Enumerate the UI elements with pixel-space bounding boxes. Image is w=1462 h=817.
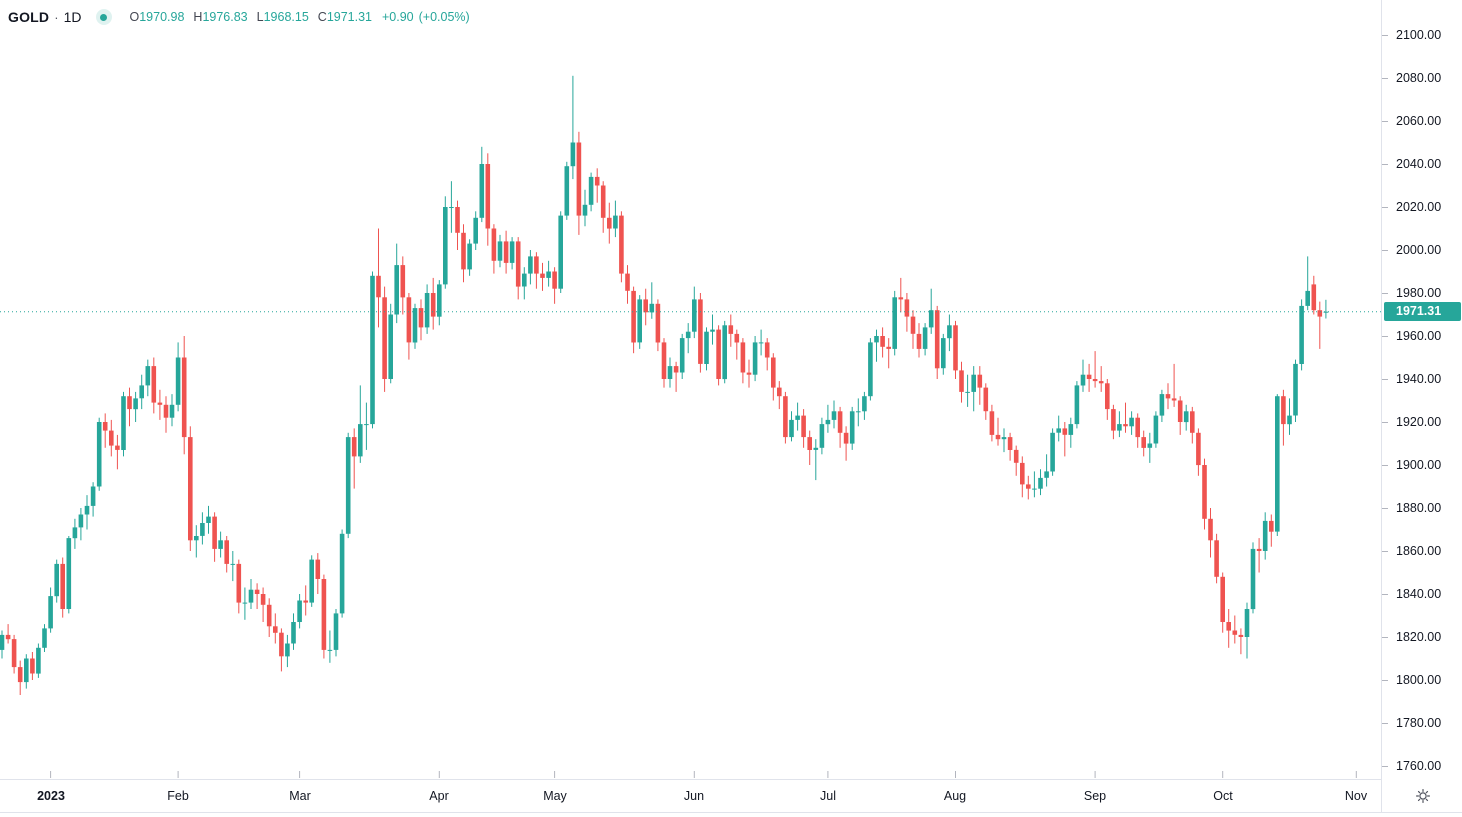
time-axis-label: Jun	[683, 789, 705, 803]
price-tick-label: 1820.00	[1396, 630, 1442, 644]
price-axis[interactable]: 1971.31 2100.00 2080.00 2060.00 2040.00 2020…	[1381, 0, 1462, 779]
price-tick-mark	[1382, 293, 1388, 294]
time-axis-label: Jul	[820, 789, 836, 803]
open-value: 1970.98	[139, 10, 185, 24]
price-tick-mark	[1382, 78, 1388, 79]
price-tick-mark	[1382, 465, 1388, 466]
axis-settings-corner	[1381, 779, 1462, 812]
price-tick-label: 1860.00	[1396, 544, 1442, 558]
change-absolute: +0.90	[382, 10, 414, 24]
time-axis[interactable]: 2023 Feb Mar Apr May Jun Jul Aug Sep Oct Nov	[0, 779, 1462, 813]
price-tick-mark	[1382, 121, 1388, 122]
price-tick-mark	[1382, 207, 1388, 208]
price-tick-mark	[1382, 164, 1388, 165]
price-tick-mark	[1382, 594, 1388, 595]
price-tick-mark	[1382, 336, 1388, 337]
market-status-dot	[95, 9, 112, 25]
price-tick-label: 1780.00	[1396, 716, 1442, 730]
price-tick-mark	[1382, 637, 1388, 638]
gear-icon	[1415, 788, 1430, 803]
price-tick-mark	[1382, 680, 1388, 681]
time-axis-label: Oct	[1213, 789, 1233, 803]
price-tick-label: 2100.00	[1396, 28, 1442, 42]
price-tick-label: 1920.00	[1396, 415, 1442, 429]
time-axis-label: Mar	[289, 789, 311, 803]
market-status-dot-core	[100, 13, 107, 21]
ohlc-values: O 1970.98 H 1976.83 L 1968.15 C 1971.31	[130, 10, 373, 24]
price-tick-label: 2040.00	[1396, 157, 1442, 171]
time-axis-label: Aug	[943, 789, 967, 803]
price-tick-label: 1760.00	[1396, 759, 1442, 773]
candlestick-chart-canvas[interactable]	[0, 0, 1381, 779]
price-tick-mark	[1382, 422, 1388, 423]
time-axis-label: Feb	[167, 789, 189, 803]
symbol-legend: GOLD · 1D O 1970.98 H 1976.83 L 1968.15 C 19…	[8, 8, 470, 26]
time-axis-label: 2023	[37, 789, 65, 803]
price-change: +0.90 (+0.05%)	[382, 10, 470, 24]
price-tick-label: 1940.00	[1396, 372, 1442, 386]
low-value: 1968.15	[263, 10, 309, 24]
low-label: L	[256, 10, 264, 24]
legend-separator: ·	[54, 9, 59, 25]
change-percent: (+0.05%)	[418, 10, 470, 24]
price-tick-mark	[1382, 508, 1388, 509]
price-tick-label: 1880.00	[1396, 501, 1442, 515]
symbol-name[interactable]: GOLD	[8, 9, 50, 25]
high-label: H	[193, 10, 203, 24]
price-tick-label: 2060.00	[1396, 114, 1442, 128]
high-value: 1976.83	[202, 10, 248, 24]
close-value: 1971.31	[326, 10, 372, 24]
timeframe-label: 1D	[63, 9, 82, 25]
price-tick-label: 2080.00	[1396, 71, 1442, 85]
price-tick-mark	[1382, 723, 1388, 724]
price-tick-mark	[1382, 551, 1388, 552]
price-tick-label: 2020.00	[1396, 200, 1442, 214]
time-axis-label: Apr	[429, 789, 449, 803]
close-label: C	[317, 10, 327, 24]
price-tick-label: 1900.00	[1396, 458, 1442, 472]
price-tick-label: 1960.00	[1396, 329, 1442, 343]
price-tick-label: 1800.00	[1396, 673, 1442, 687]
time-axis-label: Nov	[1344, 789, 1368, 803]
price-tick-label: 1840.00	[1396, 587, 1442, 601]
price-tick-mark	[1382, 379, 1388, 380]
price-tick-label: 1980.00	[1396, 286, 1442, 300]
price-tick-mark	[1382, 250, 1388, 251]
time-axis-label: May	[543, 789, 567, 803]
price-tick-mark	[1382, 766, 1388, 767]
price-scale-settings-button[interactable]	[1412, 785, 1434, 807]
open-label: O	[129, 10, 140, 24]
price-tick-mark	[1382, 35, 1388, 36]
last-price-label: 1971.31	[1384, 302, 1461, 321]
price-tick-label: 2000.00	[1396, 243, 1442, 257]
time-axis-label: Sep	[1083, 789, 1107, 803]
